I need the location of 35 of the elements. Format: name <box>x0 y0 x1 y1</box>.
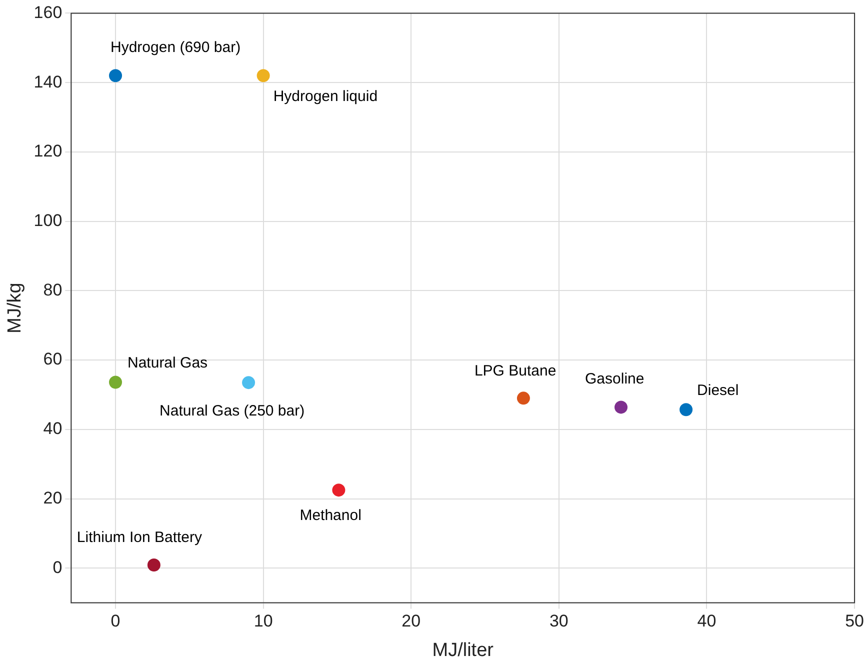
y-tick-label: 120 <box>34 142 62 161</box>
point <box>109 69 122 82</box>
point <box>147 558 160 572</box>
y-axis-title: MJ/kg <box>4 282 26 334</box>
annotation: LPG Butane <box>474 362 556 380</box>
point <box>332 484 346 497</box>
y-tick-label: 0 <box>52 558 62 577</box>
x-tick-label: 50 <box>845 612 864 631</box>
annotation: Gasoline <box>585 370 644 388</box>
y-tick-label: 100 <box>34 210 62 230</box>
y-tick-label: 40 <box>43 419 62 438</box>
x-tick-label: 20 <box>402 612 421 631</box>
annotation: Hydrogen (690 bar) <box>110 38 241 56</box>
point <box>516 392 530 405</box>
x-tick-label: 30 <box>549 612 568 631</box>
x-tick-label: 0 <box>110 612 120 631</box>
y-tick-label: 140 <box>34 72 62 92</box>
annotation: Natural Gas <box>128 354 208 372</box>
annotation: Diesel <box>697 382 739 399</box>
point <box>614 400 628 414</box>
x-tick-label: 10 <box>254 612 273 631</box>
annotation: Lithium Ion Battery <box>76 529 202 546</box>
annotation: Methanol <box>300 507 362 524</box>
y-tick-label: 60 <box>43 350 62 369</box>
point <box>256 69 270 82</box>
annotation: Natural Gas (250 bar) <box>160 402 305 420</box>
point <box>109 376 122 389</box>
x-tick-label: 40 <box>697 612 716 631</box>
x-axis-title: MJ/liter <box>432 640 494 661</box>
y-tick-label: 20 <box>43 488 62 508</box>
annotation: Hydrogen liquid <box>273 88 378 105</box>
point <box>242 376 256 390</box>
point <box>680 403 693 416</box>
y-tick-label: 80 <box>43 280 62 300</box>
y-tick-label: 160 <box>34 2 62 22</box>
